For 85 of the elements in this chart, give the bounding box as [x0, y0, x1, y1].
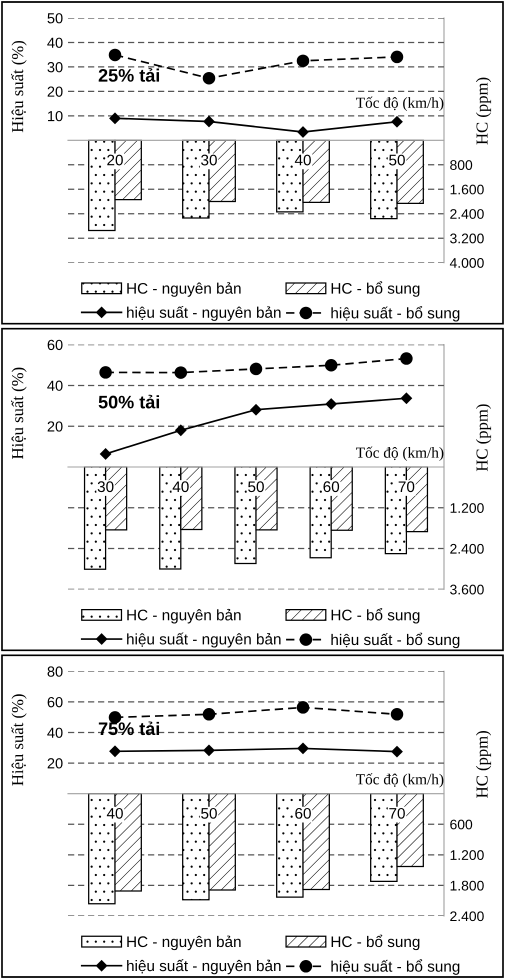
y2-tick-label: 3.200: [450, 234, 484, 244]
point: [324, 359, 338, 372]
y-axis-title: Hiệu suất (%): [11, 40, 27, 132]
legend-label: hiệu suất - nguyên bản: [127, 632, 281, 648]
y-tick-label: 30: [47, 62, 63, 72]
y2-tick-label: 1.600: [450, 184, 484, 194]
y-tick-label: 50: [48, 13, 63, 24]
point: [296, 701, 310, 714]
legend-label: hiệu suất - nguyên bản: [127, 306, 281, 321]
x-tick-label: 40: [294, 154, 311, 166]
y-tick-label: 20: [48, 758, 63, 769]
y-tick-label: 40: [47, 38, 63, 48]
y2-tick-label: 2.400: [450, 544, 484, 554]
point: [109, 746, 121, 757]
y-tick-label: 20: [48, 421, 63, 432]
y2-axis-title: HC (ppm): [476, 731, 492, 798]
point: [391, 746, 403, 758]
x-tick-label: 50: [389, 154, 405, 166]
point: [390, 50, 404, 64]
point: [100, 448, 112, 460]
legend-label: hiệu suất - bổ sung: [331, 959, 460, 975]
annotation: 50% tải: [98, 394, 160, 408]
legend-label: HC - nguyên bản: [127, 936, 241, 950]
x-tick-label: 20: [107, 154, 123, 166]
x-tick-label: 60: [323, 481, 340, 492]
point: [109, 112, 121, 124]
point: [250, 404, 262, 416]
legend-label: HC - bổ sung: [332, 281, 420, 297]
y-tick-label: 40: [47, 728, 63, 738]
y-axis-title: Hiệu suất (%): [11, 694, 27, 786]
y2-axis-title: HC (ppm): [476, 404, 492, 472]
y-tick-label: 10: [48, 110, 63, 122]
y2-tick-label: 1.200: [450, 503, 484, 513]
point: [400, 352, 413, 365]
y2-tick-label: 1.800: [450, 880, 484, 891]
y2-tick-label: 800: [450, 160, 472, 170]
y2-tick-label: 3.600: [450, 584, 484, 595]
y2-tick-label: 4.000: [450, 258, 484, 268]
point: [250, 362, 262, 376]
point: [400, 392, 412, 404]
x-axis-title: Tốc độ (km/h): [356, 773, 444, 788]
legend-label: HC - nguyên bản: [127, 282, 241, 297]
x-tick-label: 70: [389, 808, 405, 819]
point: [390, 708, 404, 721]
legend-label: hiệu suất - bổ sung: [331, 632, 460, 648]
point: [297, 126, 309, 138]
point: [203, 744, 215, 756]
point: [175, 424, 186, 436]
x-tick-label: 40: [172, 481, 189, 492]
y2-tick-label: 2.400: [450, 911, 484, 922]
y2-tick-label: 1.200: [450, 850, 484, 860]
x-tick-label: 50: [248, 481, 264, 492]
point: [202, 708, 216, 721]
legend-label: hiệu suất - nguyên bản: [127, 959, 281, 974]
legend-label: HC - bổ sung: [332, 934, 420, 950]
y-tick-label: 60: [48, 697, 63, 708]
y-tick-label: 40: [47, 380, 63, 391]
point: [391, 116, 403, 128]
x-tick-label: 30: [98, 481, 114, 492]
x-tick-label: 30: [201, 154, 217, 166]
x-tick-label: 70: [398, 481, 414, 492]
legend-label: hiệu suất - bổ sung: [331, 306, 460, 322]
x-axis-title: Tốc độ (km/h): [356, 446, 444, 461]
y-tick-label: 20: [48, 86, 63, 97]
y-axis-title: Hiệu suất (%): [11, 368, 27, 459]
point: [99, 366, 112, 379]
point: [326, 398, 337, 410]
point: [296, 54, 310, 68]
x-tick-label: 50: [201, 808, 217, 819]
y2-axis-title: HC (ppm): [476, 78, 492, 145]
legend-label: HC - nguyên bản: [127, 608, 241, 624]
y-tick-label: 80: [48, 666, 63, 677]
y2-tick-label: 600: [450, 820, 472, 830]
annotation: 25% tải: [98, 68, 160, 82]
x-tick-label: 60: [295, 808, 311, 819]
y-tick-label: 60: [48, 340, 63, 350]
point: [174, 366, 188, 379]
x-tick-label: 40: [106, 808, 123, 819]
point: [202, 72, 216, 84]
y2-tick-label: 2.400: [450, 209, 484, 219]
point: [203, 116, 215, 128]
x-axis-title: Tốc độ (km/h): [356, 96, 444, 111]
point: [297, 742, 309, 754]
legend-label: HC - bổ sung: [332, 608, 420, 624]
point: [108, 48, 122, 62]
